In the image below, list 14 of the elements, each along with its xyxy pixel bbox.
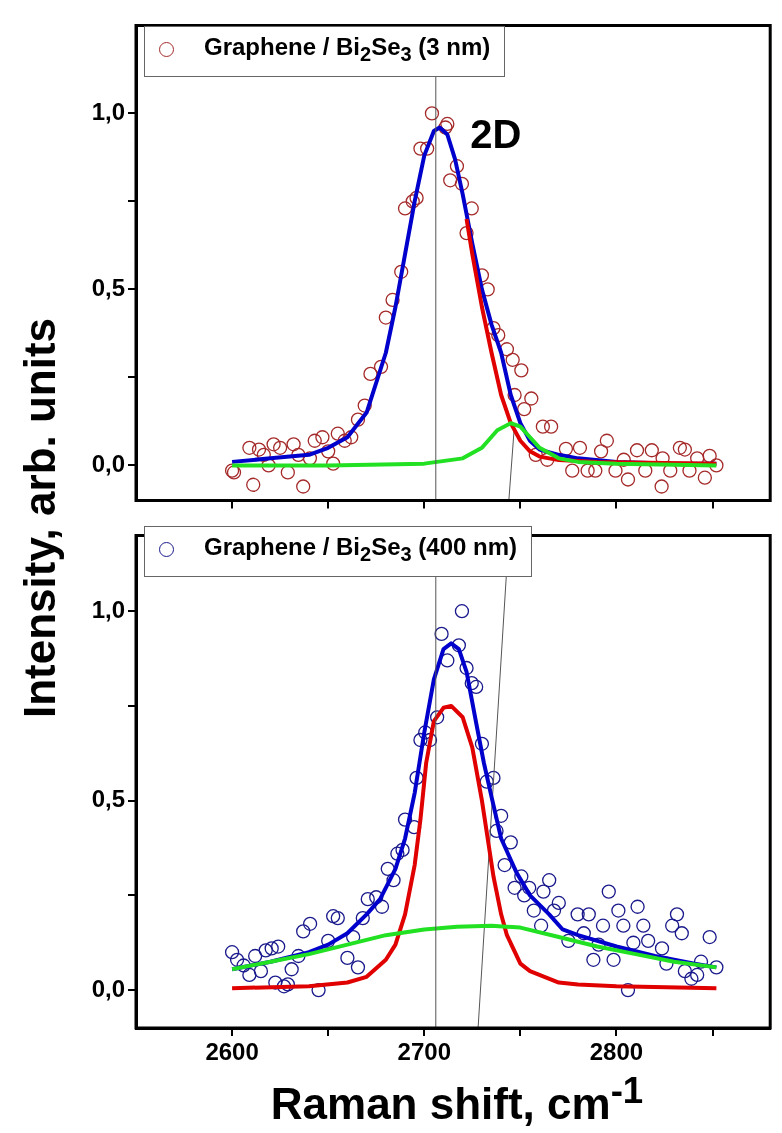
y-tick-label: 1,0 bbox=[91, 98, 125, 126]
y-tick-label: 0,0 bbox=[91, 450, 125, 478]
x-axis-title: Raman shift, cm$^{-1}$ bbox=[269, 1070, 645, 1129]
x-tick-label: 2600 bbox=[205, 1038, 259, 1066]
legend-label: Graphene / Bi$_{2}$Se$_{3}$ (400 nm) bbox=[204, 533, 518, 566]
y-axis-title: Intensity, arb. units bbox=[14, 316, 65, 721]
y-tick-label: 1,0 bbox=[91, 595, 125, 623]
legend-label: Graphene / Bi$_{2}$Se$_{3}$ (3 nm) bbox=[204, 33, 491, 66]
annotation: 2D bbox=[470, 112, 522, 157]
x-tick-label: 2700 bbox=[397, 1038, 451, 1066]
y-tick-label: 0,5 bbox=[91, 785, 125, 813]
y-tick-label: 0,5 bbox=[91, 274, 125, 302]
x-tick-label: 2800 bbox=[589, 1038, 644, 1066]
y-tick-label: 0,0 bbox=[91, 974, 125, 1002]
